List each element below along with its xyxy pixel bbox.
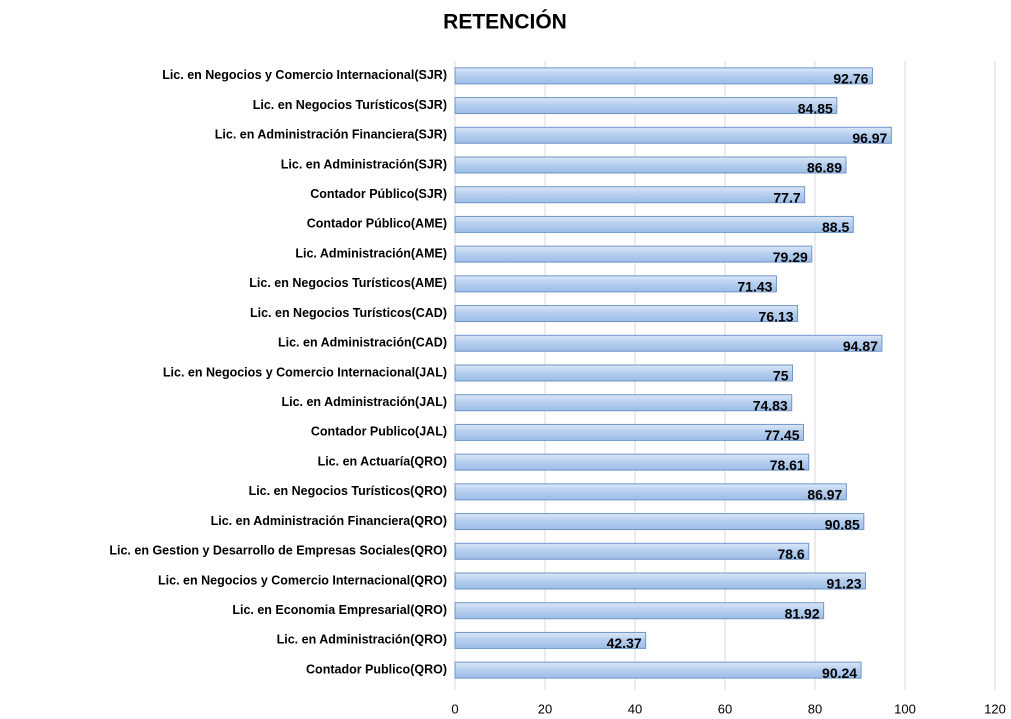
bar [454,513,865,531]
value-label: 78.61 [770,457,805,473]
x-tick-label: 40 [628,701,642,716]
bar [454,631,647,649]
y-tick-label: Contador Público(AME) [307,217,447,231]
value-label: 76.13 [759,308,794,324]
value-label: 42.37 [607,635,642,651]
bar [454,245,813,263]
value-label: 84.85 [798,100,833,116]
y-tick-label: Lic. en Administración(CAD) [278,336,447,350]
y-tick-label: Lic. en Administración Financiera(SJR) [215,128,447,142]
x-tick-label: 0 [451,701,458,716]
value-label: 90.85 [825,516,860,532]
value-label: 94.87 [843,338,878,354]
bar [454,186,806,204]
value-label: 91.23 [826,576,861,592]
x-tick-label: 20 [538,701,552,716]
x-tick-label: 100 [894,701,916,716]
bar [454,156,847,174]
y-tick-label: Lic. en Negocios y Comercio Internaciona… [163,365,447,379]
value-label: 77.45 [764,427,799,443]
chart-title: RETENCIÓN [443,10,567,34]
bar [454,423,805,441]
value-label: 79.29 [773,249,808,265]
bar [454,364,793,382]
value-label: 88.5 [822,219,849,235]
x-tick-label: 120 [984,701,1006,716]
bar [454,572,867,590]
bar [454,602,825,620]
bar [454,334,883,352]
value-label: 86.89 [807,160,842,176]
value-label: 86.97 [807,487,842,503]
y-tick-label: Lic. Administración(AME) [295,246,447,260]
y-tick-label: Lic. en Negocios y Comercio Internaciona… [158,573,447,587]
bar [454,126,892,144]
bar [454,542,810,560]
y-tick-label: Contador Publico(QRO) [306,662,447,676]
y-tick-label: Lic. en Administración(QRO) [277,633,447,647]
value-label: 74.83 [753,397,788,413]
y-tick-label: Lic. en Negocios Turísticos(CAD) [250,306,447,320]
value-label: 77.7 [773,189,800,205]
y-tick-label: Lic. en Gestion y Desarrollo de Empresas… [109,544,447,558]
y-tick-label: Lic. en Administración(SJR) [281,157,447,171]
value-label: 96.97 [852,130,887,146]
x-tick-label: 60 [718,701,732,716]
bar [454,67,873,85]
bar [454,483,847,501]
bar [454,97,838,115]
bar [454,275,777,293]
bar [454,305,799,323]
y-tick-label: Lic. en Negocios Turísticos(QRO) [249,484,447,498]
value-label: 75 [773,368,789,384]
value-label: 92.76 [833,71,868,87]
y-tick-label: Lic. en Negocios Turísticos(SJR) [253,98,447,112]
bar [454,394,793,412]
y-tick-label: Contador Publico(JAL) [311,425,447,439]
y-tick-label: Contador Público(SJR) [310,187,447,201]
value-label: 90.24 [822,665,857,681]
value-label: 78.6 [777,546,804,562]
y-tick-label: Lic. en Negocios y Comercio Internaciona… [162,68,447,82]
y-tick-label: Lic. en Economia Empresarial(QRO) [232,603,447,617]
value-label: 81.92 [785,605,820,621]
x-tick-label: 80 [808,701,822,716]
y-tick-label: Lic. en Actuaría(QRO) [318,454,447,468]
bar [454,215,854,233]
value-label: 71.43 [737,279,772,295]
bar [454,453,810,471]
bar [454,661,862,679]
y-tick-label: Lic. en Administración(JAL) [281,395,447,409]
y-tick-label: Lic. en Negocios Turísticos(AME) [249,276,447,290]
y-tick-label: Lic. en Administración Financiera(QRO) [211,514,447,528]
